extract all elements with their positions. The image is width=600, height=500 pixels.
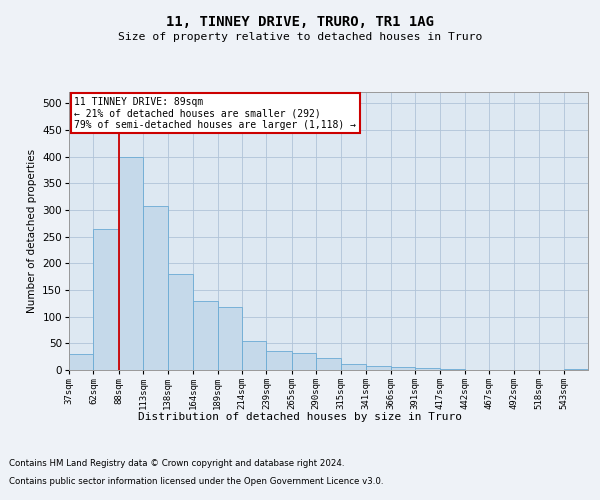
- Bar: [366, 366, 391, 370]
- Bar: [316, 358, 341, 370]
- Bar: [391, 368, 415, 370]
- Bar: [266, 352, 292, 370]
- Bar: [119, 156, 143, 370]
- Text: Contains public sector information licensed under the Open Government Licence v3: Contains public sector information licen…: [9, 476, 383, 486]
- Text: Distribution of detached houses by size in Truro: Distribution of detached houses by size …: [138, 412, 462, 422]
- Y-axis label: Number of detached properties: Number of detached properties: [27, 149, 37, 314]
- Text: 11, TINNEY DRIVE, TRURO, TR1 1AG: 11, TINNEY DRIVE, TRURO, TR1 1AG: [166, 16, 434, 30]
- Text: Contains HM Land Registry data © Crown copyright and database right 2024.: Contains HM Land Registry data © Crown c…: [9, 460, 344, 468]
- Text: 11 TINNEY DRIVE: 89sqm
← 21% of detached houses are smaller (292)
79% of semi-de: 11 TINNEY DRIVE: 89sqm ← 21% of detached…: [74, 96, 356, 130]
- Bar: [143, 206, 168, 370]
- Bar: [242, 340, 266, 370]
- Bar: [415, 368, 440, 370]
- Bar: [69, 354, 94, 370]
- Bar: [193, 300, 218, 370]
- Bar: [341, 364, 366, 370]
- Text: Size of property relative to detached houses in Truro: Size of property relative to detached ho…: [118, 32, 482, 42]
- Bar: [94, 228, 119, 370]
- Bar: [168, 274, 193, 370]
- Bar: [218, 307, 242, 370]
- Bar: [292, 353, 316, 370]
